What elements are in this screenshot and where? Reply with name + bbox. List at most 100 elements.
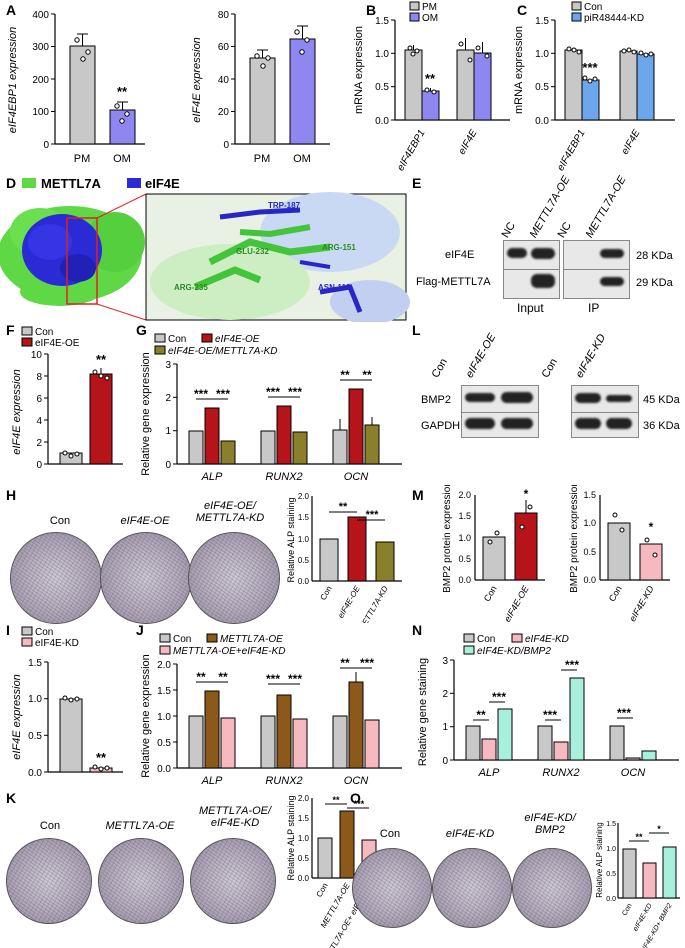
svg-text:***: *** — [492, 690, 506, 704]
svg-text:0.5: 0.5 — [375, 82, 389, 93]
svg-text:0.5: 0.5 — [458, 554, 471, 564]
svg-text:1.5: 1.5 — [458, 511, 471, 521]
svg-text:*: * — [649, 520, 654, 534]
svg-text:eIF4EBP1: eIF4EBP1 — [395, 128, 427, 173]
a1-xlabel: PM — [74, 153, 91, 165]
svg-text:eIF4E: eIF4E — [457, 128, 480, 157]
svg-text:2.0: 2.0 — [298, 492, 310, 501]
b-sig: ** — [425, 71, 436, 86]
svg-text:4: 4 — [36, 416, 42, 427]
d-legend-mettl7a: METTL7A — [41, 176, 101, 191]
svg-text:OM: OM — [293, 153, 311, 165]
svg-text:3: 3 — [165, 360, 171, 371]
panel-letter-h: H — [6, 487, 17, 503]
svg-text:RUNX2: RUNX2 — [265, 471, 302, 483]
svg-text:Relative ALP staining: Relative ALP staining — [286, 796, 296, 881]
svg-text:**: ** — [196, 670, 206, 684]
svg-text:3: 3 — [442, 656, 448, 667]
svg-text:2.0: 2.0 — [157, 660, 171, 671]
svg-text:0.5: 0.5 — [298, 854, 310, 863]
k-dish-oe — [98, 838, 184, 924]
d-residue: TRP-187 — [268, 201, 301, 210]
svg-text:ALP: ALP — [201, 471, 223, 483]
svg-text:Con: Con — [482, 584, 499, 603]
svg-text:Relative ALP staining: Relative ALP staining — [286, 498, 296, 583]
svg-text:BMP2 protein expression: BMP2 protein expression — [569, 485, 580, 593]
a1-ytick: 200 — [32, 75, 49, 86]
e-row-flag: Flag-METTL7A — [416, 276, 491, 288]
h-dish-label: Con — [49, 515, 71, 527]
chart-f: Con eIF4E-OE 0 2 4 6 8 10 ** eIF4E expre… — [11, 326, 123, 471]
svg-text:0.5: 0.5 — [606, 871, 616, 878]
svg-text:BMP2 protein expression: BMP2 protein expression — [442, 485, 453, 593]
d-residue: GLU-232 — [236, 247, 269, 256]
a1-sig: ** — [117, 84, 128, 99]
o-dish-kd — [432, 848, 512, 928]
svg-text:1.5: 1.5 — [375, 16, 389, 27]
svg-text:eIF4E-OE: eIF4E-OE — [502, 583, 531, 624]
svg-text:eIF4E expression: eIF4E expression — [11, 369, 23, 455]
panel-letter-d: D — [6, 175, 17, 191]
svg-text:2.0: 2.0 — [298, 794, 310, 803]
svg-text:RUNX2: RUNX2 — [265, 775, 302, 787]
svg-text:mRNA expression: mRNA expression — [513, 26, 525, 114]
e-kda: 29 KDa — [636, 277, 673, 289]
chart-c: Con piR48444-KD 0.0 0.5 1.0 1.5 *** eIF4… — [513, 1, 675, 173]
svg-text:Relative ALP staining: Relative ALP staining — [595, 822, 604, 897]
h-dish-con — [10, 532, 102, 624]
svg-text:0.5: 0.5 — [157, 738, 171, 749]
chart-n: Con eIF4E-KD eIF4E-KD/BMP2 0 1 2 3 *****… — [417, 633, 679, 779]
svg-text:8: 8 — [36, 372, 42, 383]
chart-b: PM OM 0.0 0.5 1.0 1.5 ** eIF4EBP1 eIF4E … — [353, 1, 510, 173]
e-group-ip: IP — [588, 301, 600, 315]
svg-text:1.0: 1.0 — [28, 694, 42, 705]
svg-text:Con: Con — [35, 627, 53, 638]
panel-letter-k: K — [6, 790, 17, 806]
chart-g: Con eIF4E-OE eIF4E-OE/METTL7A-KD 0 1 2 3… — [140, 333, 402, 483]
svg-text:**: ** — [362, 368, 372, 382]
o-dish-label: Con — [379, 828, 401, 840]
svg-text:2: 2 — [36, 438, 42, 449]
panel-letter-b: B — [366, 2, 377, 18]
svg-text:1.5: 1.5 — [157, 686, 171, 697]
svg-text:Relative gene expression: Relative gene expression — [140, 352, 152, 476]
svg-text:***: *** — [216, 387, 230, 401]
svg-text:***: *** — [360, 656, 374, 670]
svg-text:eIF4E-KD/BMP2: eIF4E-KD/BMP2 — [477, 646, 551, 657]
panel-letter-n: N — [412, 622, 423, 638]
svg-text:OCN: OCN — [344, 775, 369, 787]
svg-text:eIF4E-OE/METTL7A-KD: eIF4E-OE/METTL7A-KD — [168, 346, 277, 357]
svg-text:mRNA expression: mRNA expression — [353, 26, 365, 114]
a1-ytick: 100 — [32, 107, 49, 118]
a1-xlabel: OM — [113, 153, 131, 165]
svg-text:**: ** — [96, 352, 107, 367]
panel-letter-a: A — [6, 2, 17, 18]
svg-text:Con: Con — [168, 334, 186, 345]
svg-text:Relative gene expression: Relative gene expression — [140, 654, 152, 778]
svg-text:60: 60 — [218, 42, 230, 53]
svg-text:1.0: 1.0 — [535, 49, 549, 60]
chart-i: Con eIF4E-KD 0.0 0.5 1.0 1.5 ** eIF4E ex… — [11, 626, 123, 779]
svg-text:1.5: 1.5 — [28, 658, 42, 669]
a1-bar-pm — [69, 45, 96, 145]
svg-text:METTL7A-OE+eIF4E-KD: METTL7A-OE+eIF4E-KD — [173, 646, 286, 657]
h-dish-oe-kd — [188, 532, 280, 624]
svg-text:PM: PM — [254, 153, 271, 165]
svg-text:Con: Con — [477, 634, 495, 645]
svg-text:0: 0 — [165, 460, 171, 471]
panel-letter-f: F — [6, 322, 15, 338]
panel-letter-c: C — [517, 2, 528, 18]
svg-text:0.0: 0.0 — [298, 577, 310, 586]
svg-text:6: 6 — [36, 394, 42, 405]
svg-text:Con: Con — [621, 902, 634, 917]
svg-text:***: *** — [288, 385, 302, 399]
svg-text:**: ** — [332, 795, 340, 805]
o-dish-con — [352, 848, 432, 928]
svg-text:***: *** — [194, 387, 208, 401]
svg-text:Con: Con — [173, 634, 191, 645]
svg-text:1.0: 1.0 — [458, 533, 471, 543]
svg-text:**: ** — [476, 708, 486, 722]
svg-text:0.5: 0.5 — [28, 731, 42, 742]
k-dish-con — [6, 838, 92, 924]
panel-letter-l: L — [412, 322, 421, 338]
